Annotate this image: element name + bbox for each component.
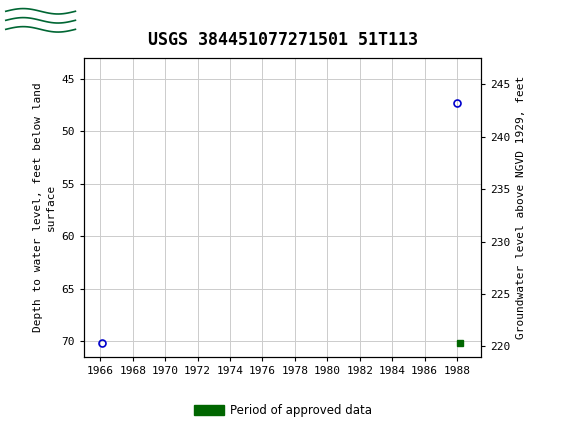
Legend: Period of approved data: Period of approved data — [190, 399, 376, 422]
Y-axis label: Depth to water level, feet below land
surface: Depth to water level, feet below land su… — [33, 83, 56, 332]
Text: USGS 384451077271501 51T113: USGS 384451077271501 51T113 — [148, 31, 418, 49]
Text: USGS: USGS — [84, 14, 139, 31]
Y-axis label: Groundwater level above NGVD 1929, feet: Groundwater level above NGVD 1929, feet — [516, 76, 526, 339]
FancyBboxPatch shape — [6, 4, 75, 41]
